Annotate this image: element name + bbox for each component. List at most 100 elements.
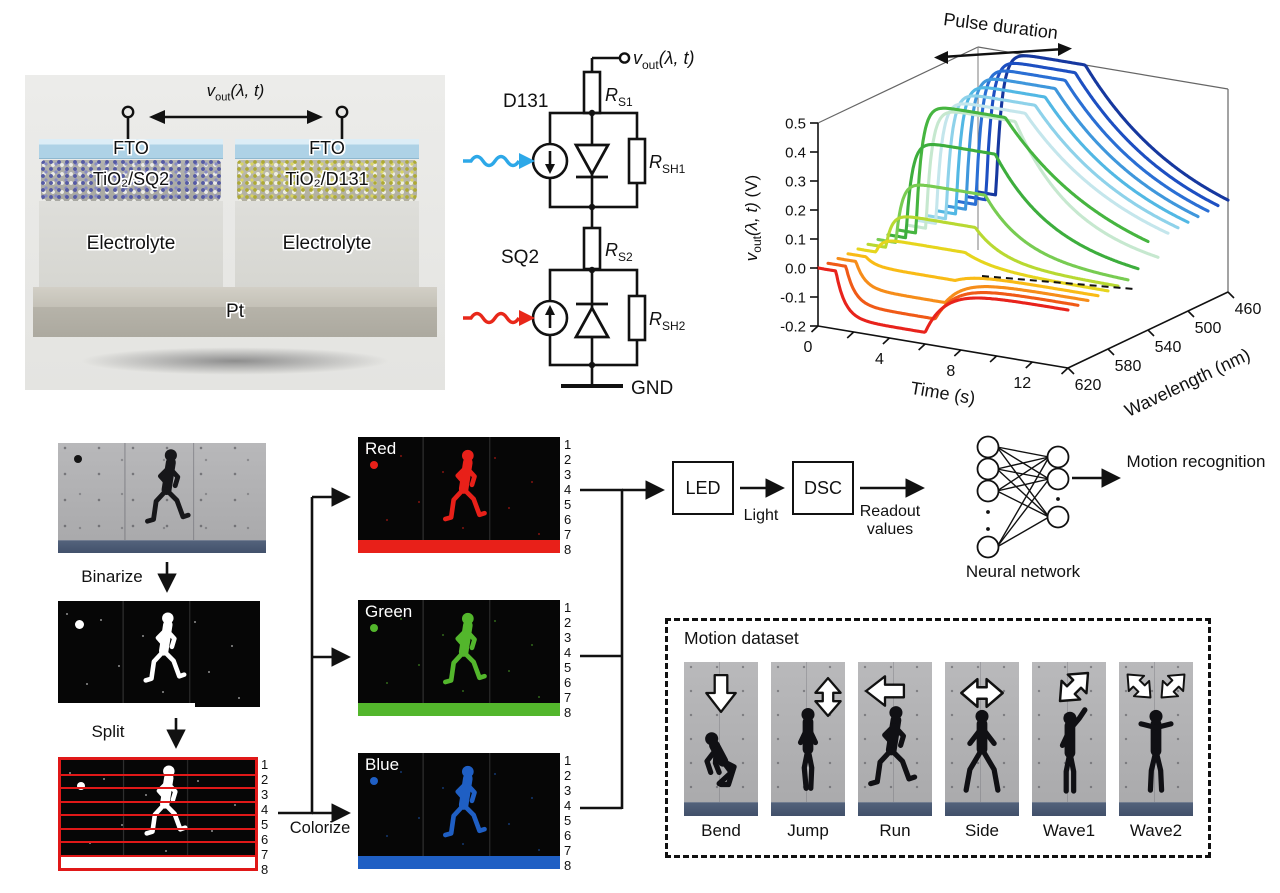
- pt-label: Pt: [226, 301, 244, 322]
- person-running-photo: [144, 446, 196, 542]
- motion-photo-bend: [684, 662, 758, 816]
- plot-zlabel: Wavelength (nm): [1122, 344, 1254, 420]
- rsh2-label: RSH2: [649, 309, 686, 333]
- pulse-duration-arrow: [934, 43, 1072, 64]
- motion-photo-run: [858, 662, 932, 816]
- motion-dataset-items: Bend Jump Run Side Wave1 Wave2: [684, 662, 1193, 841]
- tio2-sq2-label: TiO₂/SQ2: [92, 169, 170, 189]
- d131-label: D131: [503, 91, 548, 112]
- diode-d131: [573, 143, 611, 179]
- motion-item-wave1: Wave1: [1032, 662, 1106, 841]
- motion-dataset-box: [665, 618, 1211, 858]
- motion-label: Bend: [701, 821, 741, 840]
- dsc-box: DSC: [792, 461, 854, 515]
- red-light-arrow: [463, 310, 535, 326]
- electrolyte-left-region: [39, 201, 223, 289]
- neural-network-label: Neural network: [965, 562, 1081, 581]
- person-silhouette-blue: [442, 763, 492, 855]
- device-shadow: [80, 347, 390, 375]
- equivalent-circuit-diagram: vout(λ, t) RS1 RSH1 RS2 RSH2 D131 SQ2 GN…: [463, 48, 695, 399]
- fto-label-left: FTO: [113, 138, 149, 158]
- motion-label: Wave2: [1129, 821, 1183, 840]
- rsh1-label: RSH1: [649, 152, 686, 176]
- red-channel-label: Red: [365, 439, 397, 458]
- pulse-duration-annotation: Pulse duration: [942, 9, 1059, 43]
- split-label: Split: [91, 722, 125, 741]
- svg-text:500: 500: [1195, 320, 1222, 337]
- split-image: [58, 757, 258, 871]
- tio2-d131-label: TiO₂/D131: [285, 169, 369, 189]
- svg-text:12: 12: [1013, 375, 1031, 392]
- blue-light-arrow: [463, 153, 535, 169]
- original-photo: [58, 443, 266, 553]
- svg-text:-0.1: -0.1: [780, 290, 806, 307]
- motion-item-side: Side: [945, 662, 1019, 841]
- readout-values-label: Readout values: [859, 503, 921, 539]
- motion-photo-side: [945, 662, 1019, 816]
- neural-network-diagram: [976, 435, 1070, 559]
- dye-layer-d131: [237, 160, 417, 204]
- fto-layer-right: [235, 139, 419, 159]
- pt-electrode-top: [33, 287, 437, 307]
- rs2-label: RS2: [605, 240, 633, 264]
- binarize-label: Binarize: [81, 567, 143, 586]
- svg-text:540: 540: [1155, 339, 1182, 356]
- fto-label-right: FTO: [309, 138, 345, 158]
- person-silhouette-red: [442, 447, 492, 539]
- motion-item-jump: Jump: [771, 662, 845, 841]
- dye-layer-sq2: [41, 160, 221, 204]
- motion-label: Jump: [787, 821, 829, 840]
- svg-text:460: 460: [1235, 301, 1262, 318]
- motion-item-bend: Bend: [684, 662, 758, 841]
- electrolyte-right-region: [235, 201, 419, 289]
- svg-text:0.3: 0.3: [785, 174, 806, 191]
- blue-channel-label: Blue: [365, 755, 400, 774]
- svg-text:0.4: 0.4: [785, 145, 806, 162]
- channel-image-red: Red: [358, 437, 560, 553]
- svg-text:580: 580: [1115, 358, 1142, 375]
- motion-label: Run: [879, 821, 911, 840]
- svg-text:8: 8: [946, 363, 955, 380]
- electrolyte-label-left: Electrolyte: [86, 233, 176, 254]
- motion-photo-wave1: [1032, 662, 1106, 816]
- motion-photo-jump: [771, 662, 845, 816]
- vout-label-circuit: vout(λ, t): [633, 48, 695, 72]
- svg-text:620: 620: [1075, 377, 1102, 394]
- pt-electrode-front: [33, 307, 437, 337]
- svg-text:0.1: 0.1: [785, 232, 806, 249]
- gnd-label: GND: [631, 378, 673, 399]
- channel-image-green: Green: [358, 600, 560, 716]
- light-label: Light: [743, 507, 779, 524]
- plot-ylabel: vout(λ, t) (V): [742, 175, 764, 261]
- person-silhouette-binary: [142, 610, 192, 700]
- plot-xlabel: Time (s): [909, 378, 977, 409]
- person-silhouette-split: [143, 763, 193, 853]
- channel-image-blue: Blue: [358, 753, 560, 869]
- colorize-label: Colorize: [289, 819, 351, 837]
- svg-text:0.0: 0.0: [785, 261, 806, 278]
- green-channel-label: Green: [365, 602, 413, 621]
- motion-label: Side: [964, 821, 1000, 840]
- led-box: LED: [672, 461, 734, 515]
- electrolyte-label-right: Electrolyte: [282, 233, 372, 254]
- motion-item-run: Run: [858, 662, 932, 841]
- motion-item-wave2: Wave2: [1119, 662, 1193, 841]
- vout-label-device: vout(λ, t): [206, 81, 265, 104]
- binarized-image: [58, 601, 260, 707]
- vout-arrow-and-probes: [121, 105, 349, 141]
- svg-text:4: 4: [875, 351, 884, 368]
- motion-recognition-label: Motion recognition: [1126, 452, 1266, 471]
- diode-sq2: [573, 302, 611, 339]
- sq2-label: SQ2: [501, 247, 539, 268]
- fto-layer-left: [39, 139, 223, 159]
- person-silhouette-green: [442, 610, 492, 702]
- motion-photo-wave2: [1119, 662, 1193, 816]
- svg-text:0.2: 0.2: [785, 203, 806, 220]
- rs1-label: RS1: [605, 85, 633, 109]
- svg-text:0.5: 0.5: [785, 116, 806, 133]
- device-schematic-panel: vout(λ, t) FTO FTO TiO₂/SQ2 TiO₂/D131 El…: [25, 75, 445, 390]
